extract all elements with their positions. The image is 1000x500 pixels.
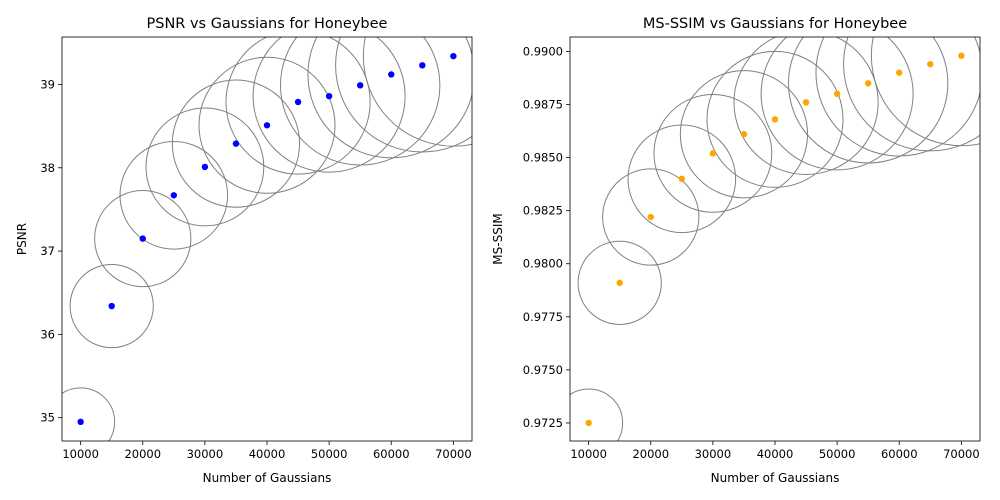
psnr-bubble-9 <box>280 37 441 166</box>
psnr-data-point-3 <box>170 192 178 199</box>
psnr-bubble-2 <box>94 189 192 288</box>
psnr-data-point-9 <box>356 82 364 89</box>
msssim-bubble-12 <box>870 37 980 147</box>
msssim-axes-frame <box>569 36 981 442</box>
psnr-x-tick-label-3: 40000 <box>249 447 286 461</box>
msssim-x-tick-label-6: 70000 <box>943 447 980 461</box>
msssim-y-tick-label-6: 0.9875 <box>523 98 563 112</box>
psnr-x-axis-label: Number of Gaussians <box>203 471 332 485</box>
msssim-data-point-10 <box>896 69 903 76</box>
msssim-bubble-1 <box>577 240 662 325</box>
psnr-x-tick-label-5: 60000 <box>373 447 410 461</box>
psnr-data-point-4 <box>201 163 209 171</box>
psnr-y-axis-label: PSNR <box>15 223 29 255</box>
psnr-axes-frame <box>61 36 473 442</box>
psnr-bubble-7 <box>225 37 371 175</box>
psnr-bubble-8 <box>252 37 406 173</box>
msssim-data-point-0 <box>585 419 592 427</box>
psnr-chart-title: PSNR vs Gaussians for Honeybee <box>147 16 388 32</box>
msssim-bubble-8 <box>760 37 914 171</box>
psnr-bubble-1 <box>69 263 154 349</box>
psnr-x-tick-label-0: 10000 <box>62 447 99 461</box>
psnr-points <box>77 52 457 426</box>
msssim-data-point-12 <box>958 52 965 59</box>
psnr-x-tick-label-1: 20000 <box>124 447 161 461</box>
psnr-x-tick-label-4: 50000 <box>311 447 348 461</box>
msssim-x-tick-label-5: 60000 <box>881 447 918 461</box>
psnr-data-point-7 <box>294 98 302 106</box>
msssim-y-axis-label: MS-SSIM <box>491 213 505 264</box>
msssim-x-tick-label-1: 20000 <box>632 447 669 461</box>
msssim-data-point-6 <box>771 116 779 123</box>
msssim-chart-title: MS-SSIM vs Gaussians for Honeybee <box>643 16 907 32</box>
psnr-bubble-5 <box>171 79 301 208</box>
psnr-data-point-11 <box>419 62 426 69</box>
msssim-y-tick-label-2: 0.9775 <box>523 310 563 324</box>
msssim-x-tick-label-2: 30000 <box>695 447 732 461</box>
psnr-panel: 10000 20000 30000 40000 50000 60000 70000 35 36… <box>15 16 473 485</box>
msssim-x-tick-label-3: 40000 <box>757 447 794 461</box>
msssim-bubble-6 <box>706 50 844 188</box>
psnr-bubble-4 <box>145 107 265 227</box>
psnr-data-point-6 <box>263 122 271 129</box>
msssim-bubble-3 <box>627 124 737 234</box>
psnr-data-point-10 <box>388 71 395 78</box>
psnr-data-point-0 <box>77 418 84 426</box>
psnr-bubble-11 <box>335 37 472 153</box>
psnr-data-point-5 <box>232 140 240 147</box>
psnr-bubble-10 <box>307 37 472 159</box>
msssim-y-tick-label-0: 0.9725 <box>523 416 563 430</box>
psnr-bubble-6 <box>198 56 336 194</box>
msssim-data-point-2 <box>647 213 654 221</box>
msssim-data-point-11 <box>927 60 934 68</box>
msssim-y-tick-label-1: 0.9750 <box>523 363 563 377</box>
msssim-bubble-9 <box>788 37 949 164</box>
msssim-bubble-5 <box>679 70 809 199</box>
msssim-data-point-4 <box>709 150 717 157</box>
msssim-bubbles <box>570 37 980 441</box>
psnr-data-point-12 <box>450 52 457 60</box>
psnr-bubbles <box>62 37 472 441</box>
msssim-x-tick-label-0: 10000 <box>570 447 607 461</box>
psnr-data-point-8 <box>325 92 333 100</box>
msssim-bubble-4 <box>653 93 773 213</box>
msssim-data-point-1 <box>616 279 623 287</box>
msssim-y-tick-label-5: 0.9850 <box>523 151 563 165</box>
msssim-panel: 10000 20000 30000 40000 50000 60000 70000 0.97… <box>491 16 981 485</box>
psnr-y-ticks: 35 36 37 38 39 <box>40 77 62 425</box>
psnr-bubble-12 <box>362 37 472 147</box>
msssim-bubble-2 <box>602 168 700 266</box>
psnr-y-tick-label-0: 35 <box>40 411 55 425</box>
psnr-y-tick-label-2: 37 <box>40 244 55 258</box>
msssim-bubble-10 <box>815 37 980 157</box>
psnr-data-point-1 <box>108 302 115 310</box>
msssim-y-tick-label-3: 0.9800 <box>523 257 563 271</box>
msssim-x-axis-label: Number of Gaussians <box>711 471 840 485</box>
msssim-y-tick-label-7: 0.9900 <box>523 44 563 58</box>
psnr-y-tick-label-1: 36 <box>40 327 55 341</box>
msssim-data-point-8 <box>833 90 841 98</box>
msssim-bubble-7 <box>733 37 879 175</box>
msssim-data-point-3 <box>678 175 686 183</box>
msssim-bubble-0 <box>570 388 624 441</box>
msssim-x-tick-label-4: 50000 <box>819 447 856 461</box>
msssim-data-point-9 <box>864 80 872 87</box>
msssim-y-ticks: 0.9725 0.9750 0.9775 0.9800 0.9825 0.9850 0.98… <box>523 44 570 430</box>
msssim-data-point-7 <box>802 99 810 106</box>
psnr-x-tick-label-2: 30000 <box>187 447 224 461</box>
psnr-bubble-3 <box>119 140 229 250</box>
msssim-x-ticks: 10000 20000 30000 40000 50000 60000 70000 <box>570 441 980 461</box>
psnr-x-tick-label-6: 70000 <box>435 447 472 461</box>
msssim-data-point-5 <box>740 131 748 138</box>
psnr-data-point-2 <box>139 235 146 242</box>
psnr-y-tick-label-3: 38 <box>40 161 55 175</box>
psnr-y-tick-label-4: 39 <box>40 77 55 91</box>
msssim-points <box>585 52 965 427</box>
msssim-bubble-11 <box>843 37 980 152</box>
msssim-y-tick-label-4: 0.9825 <box>523 204 563 218</box>
psnr-bubble-0 <box>62 387 116 441</box>
psnr-x-ticks: 10000 20000 30000 40000 50000 60000 70000 <box>62 441 472 461</box>
